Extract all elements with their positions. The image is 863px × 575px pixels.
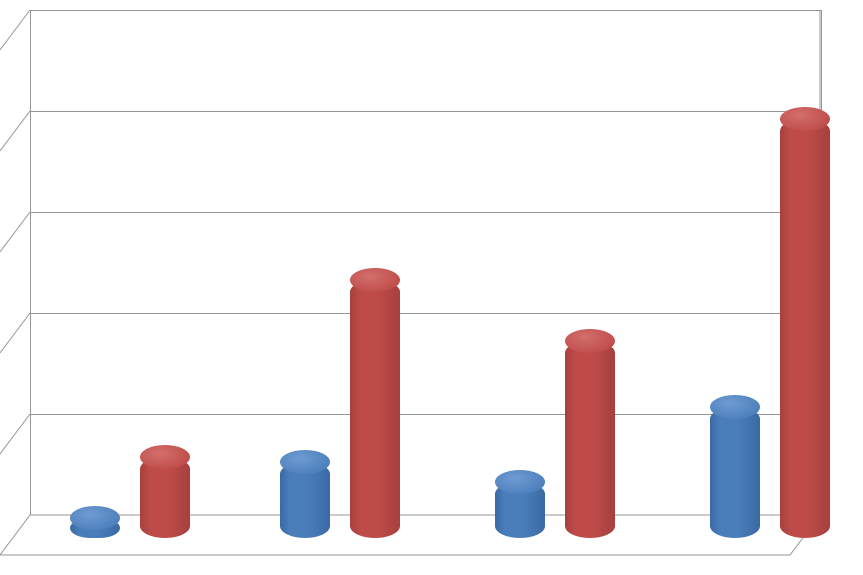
bar-top-cap xyxy=(710,395,760,419)
bar-series-1-g1 xyxy=(280,450,330,538)
gridline xyxy=(30,10,820,11)
bar-top-cap xyxy=(565,329,615,353)
gridline xyxy=(30,212,820,213)
bar-top-cap xyxy=(70,506,120,530)
bar-series-2-g1 xyxy=(350,268,400,538)
gridline xyxy=(30,313,820,314)
gridline xyxy=(30,414,820,415)
gridline xyxy=(30,111,820,112)
bar-series-1-g3 xyxy=(710,395,760,538)
bar-top-cap xyxy=(780,107,830,131)
bar-chart-3d xyxy=(0,0,863,575)
bar-body xyxy=(350,280,400,538)
chart-back-wall xyxy=(30,10,822,516)
bar-body xyxy=(710,407,760,538)
bar-series-1-g2 xyxy=(495,470,545,538)
bar-series-2-g0 xyxy=(140,445,190,538)
bar-series-1-g0 xyxy=(70,506,120,538)
bar-body xyxy=(140,457,190,538)
bar-body xyxy=(780,119,830,538)
bar-series-2-g3 xyxy=(780,107,830,538)
bar-series-2-g2 xyxy=(565,329,615,538)
bar-body xyxy=(565,341,615,538)
